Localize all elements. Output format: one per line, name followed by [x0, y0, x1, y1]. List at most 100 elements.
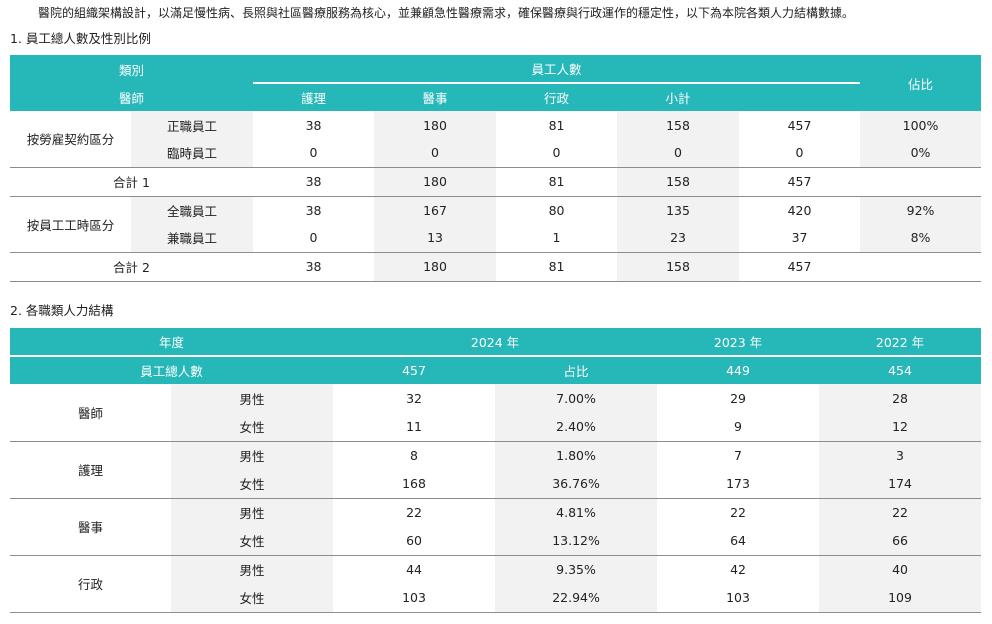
cell: 44 — [406, 562, 422, 577]
cell: 168 — [333, 469, 496, 499]
cell: 158 — [617, 167, 740, 197]
cell: 92% — [860, 196, 982, 224]
cell: 174 — [819, 469, 982, 499]
sex-label: 女性 — [171, 412, 334, 442]
cell: 0 — [739, 139, 861, 168]
cell: 0 — [253, 224, 375, 253]
cell: 180 — [374, 252, 497, 282]
cell: 158 — [617, 252, 740, 282]
cell: 135 — [617, 196, 740, 224]
cell: 0 — [617, 139, 740, 168]
table-row: 合計 1 38 180 81 158 457 — [10, 167, 982, 197]
structure-body: 醫師 男性 32 7.00% 29 28 女性 11 2.40% 9 12 護理 男性 8 1.80% 7 3 女… — [10, 384, 982, 613]
cell: 60 — [333, 526, 496, 556]
header-col-medical: 醫事 — [422, 91, 448, 106]
table-row: 按員工工時區分 全職員工 38 167 80 135 420 92% — [10, 196, 982, 253]
sex-label: 女性 — [171, 469, 334, 499]
header-col-subtotal: 小計 — [665, 91, 691, 106]
cell: 13 — [374, 224, 497, 253]
header-col-nursing: 護理 — [301, 91, 327, 106]
cell: 40 — [819, 555, 982, 584]
section1-title: 1. 員工總人數及性別比例 — [10, 31, 151, 46]
table-row: 女性 60 13.12% 64 66 — [10, 526, 982, 556]
row-label: 全職員工 — [131, 196, 254, 224]
header-total-2023: 449 — [726, 363, 750, 378]
header-2023: 2023 年 — [657, 328, 820, 357]
row-label: 正職員工 — [131, 111, 254, 139]
cell: 9 — [657, 412, 820, 442]
cell: 1 — [496, 224, 618, 253]
cell: 22.94% — [495, 583, 658, 613]
cell: 158 — [617, 111, 740, 139]
sex-label: 男性 — [171, 555, 334, 584]
cell: 180 — [374, 111, 497, 139]
cell: 64 — [657, 526, 820, 556]
table-row: 合計 2 38 180 81 158 457 — [10, 252, 982, 282]
cell: 457 — [739, 252, 861, 282]
table-row: 醫事 男性 22 4.81% 22 22 — [10, 498, 982, 556]
cell: 420 — [787, 202, 812, 218]
table-row: 女性 11 2.40% 9 12 — [10, 412, 982, 442]
header-ratio: 占比 — [563, 364, 589, 379]
cell: 4.81% — [495, 498, 658, 527]
cell: 42 — [730, 562, 746, 577]
cell: 0 — [374, 139, 497, 168]
cell: 167 — [374, 196, 497, 224]
header-total-2024: 457 — [402, 363, 426, 378]
cell: 0 — [253, 139, 375, 168]
header-2022: 2022 年 — [819, 328, 982, 357]
header-category: 類別 — [119, 62, 145, 78]
sex-label: 男性 — [171, 384, 334, 413]
group-label: 按勞雇契約區分 — [10, 111, 131, 168]
header-total-2022: 454 — [888, 363, 912, 378]
cell: 8 — [410, 448, 418, 463]
header-year: 年度 — [10, 328, 334, 357]
cell: 32 — [406, 390, 422, 406]
cell: 9.35% — [495, 555, 658, 584]
group-label: 護理 — [10, 441, 171, 499]
cell: 173 — [657, 469, 820, 499]
cell: 28 — [819, 384, 982, 413]
cell: 100% — [860, 111, 982, 139]
cell: 11 — [333, 412, 496, 442]
total-label: 合計 1 — [10, 167, 254, 197]
cell: 2.40% — [495, 412, 658, 442]
cell: 13.12% — [495, 526, 658, 556]
cell: 0% — [860, 139, 982, 168]
cell: 81 — [548, 117, 565, 133]
group-label: 行政 — [10, 555, 171, 613]
sex-label: 女性 — [171, 583, 334, 613]
cell: 1.80% — [495, 441, 658, 470]
section2-title: 2. 各職類人力結構 — [10, 303, 114, 318]
cell: 36.76% — [495, 469, 658, 499]
cell: 23 — [617, 224, 740, 253]
cell: 38 — [305, 117, 322, 133]
table-row: 女性 168 36.76% 173 174 — [10, 469, 982, 499]
cell: 22 — [819, 498, 982, 527]
total-label: 合計 2 — [10, 252, 254, 282]
header-2024: 2024 年 — [333, 328, 658, 357]
cell: 81 — [496, 167, 618, 197]
header-staff-count: 員工人數 — [253, 55, 861, 84]
cell: 103 — [657, 583, 820, 613]
table-row: 護理 男性 8 1.80% 7 3 — [10, 441, 982, 499]
header-total-label: 員工總人數 — [140, 364, 203, 379]
cell: 7 — [734, 448, 742, 463]
cell: 22 — [406, 505, 422, 520]
intro-paragraph: 醫院的組織架構設計，以滿足慢性病、長照與社區醫療服務為核心，並兼顧急性醫療需求，… — [38, 6, 855, 20]
table-row: 按勞雇契約區分 正職員工 38 180 81 158 457 100% — [10, 111, 982, 168]
cell: 0 — [496, 139, 618, 168]
sex-label: 男性 — [171, 498, 334, 527]
table-row: 兼職員工 0 13 1 23 37 8% — [10, 224, 982, 253]
staff-count-table: 類別 員工人數 佔比 醫師 護理 醫事 行政 小計 按勞雇契約區分 正職員工 3… — [10, 55, 982, 282]
cell: 180 — [374, 167, 497, 197]
cell: 3 — [819, 441, 982, 470]
table-row: 行政 男性 44 9.35% 42 40 — [10, 555, 982, 613]
sex-label: 男性 — [171, 441, 334, 470]
header-col-admin: 行政 — [544, 91, 570, 106]
cell: 103 — [333, 583, 496, 613]
group-label: 醫師 — [10, 384, 171, 442]
cell: 37 — [739, 224, 861, 253]
table-row: 臨時員工 0 0 0 0 0 0% — [10, 139, 982, 168]
cell: 80 — [548, 202, 565, 218]
